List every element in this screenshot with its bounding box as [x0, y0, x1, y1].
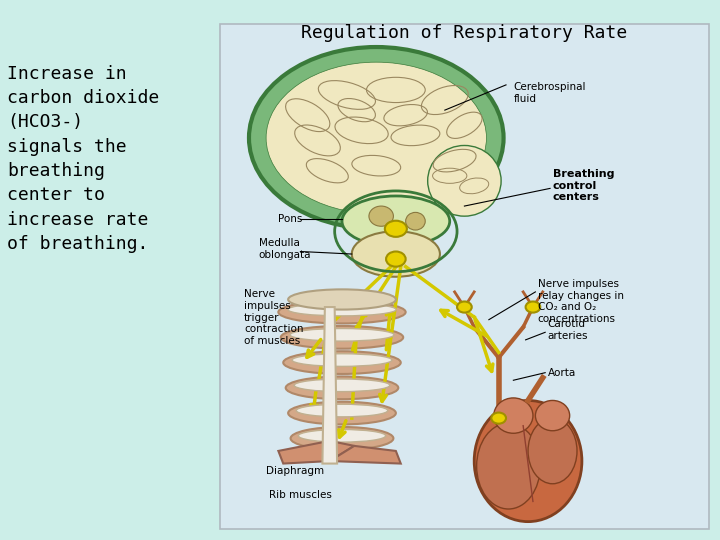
- Ellipse shape: [286, 376, 398, 399]
- Ellipse shape: [369, 206, 393, 226]
- Polygon shape: [323, 307, 337, 463]
- Text: Cerebrospinal
fluid: Cerebrospinal fluid: [513, 83, 586, 104]
- Ellipse shape: [494, 398, 533, 433]
- Text: Aorta: Aorta: [548, 368, 576, 377]
- Ellipse shape: [477, 423, 540, 509]
- Text: Carotid
arteries: Carotid arteries: [548, 319, 588, 341]
- Text: Pons: Pons: [279, 214, 302, 224]
- Polygon shape: [279, 441, 354, 463]
- Polygon shape: [356, 199, 435, 226]
- Ellipse shape: [352, 231, 440, 276]
- Ellipse shape: [474, 401, 582, 522]
- Ellipse shape: [526, 301, 540, 313]
- Ellipse shape: [288, 402, 396, 424]
- Text: Nerve impulses
relay changes in
CO₂ and O₂
concentrations: Nerve impulses relay changes in CO₂ and …: [538, 279, 624, 324]
- Ellipse shape: [528, 418, 577, 484]
- Ellipse shape: [266, 62, 487, 214]
- Ellipse shape: [283, 351, 401, 374]
- Ellipse shape: [491, 413, 506, 424]
- Ellipse shape: [384, 221, 407, 237]
- Ellipse shape: [279, 301, 405, 323]
- Ellipse shape: [281, 326, 403, 349]
- Ellipse shape: [386, 252, 405, 267]
- Ellipse shape: [536, 401, 570, 431]
- Ellipse shape: [405, 212, 426, 230]
- Ellipse shape: [288, 303, 396, 316]
- Ellipse shape: [288, 289, 396, 309]
- Text: Rib muscles: Rib muscles: [269, 490, 332, 500]
- Ellipse shape: [291, 427, 393, 450]
- Text: Breathing
control
centers: Breathing control centers: [552, 169, 614, 202]
- Ellipse shape: [296, 404, 388, 417]
- Text: Diaphragm: Diaphragm: [266, 466, 325, 476]
- Ellipse shape: [298, 429, 386, 442]
- Polygon shape: [330, 446, 401, 463]
- Ellipse shape: [342, 196, 450, 246]
- Ellipse shape: [292, 354, 392, 366]
- Bar: [220, 24, 709, 529]
- Text: Increase in
carbon dioxide
(HCO3-)
signals the
breathing
center to
increase rate: Increase in carbon dioxide (HCO3-) signa…: [7, 65, 159, 253]
- Ellipse shape: [457, 301, 472, 313]
- Ellipse shape: [249, 47, 503, 229]
- Ellipse shape: [428, 145, 501, 216]
- Text: Nerve
impulses
trigger
contraction
of muscles: Nerve impulses trigger contraction of mu…: [244, 289, 304, 346]
- Ellipse shape: [294, 379, 390, 392]
- Text: Medulla
oblongata: Medulla oblongata: [258, 238, 311, 260]
- Ellipse shape: [290, 328, 394, 341]
- Text: Regulation of Respiratory Rate: Regulation of Respiratory Rate: [301, 24, 628, 42]
